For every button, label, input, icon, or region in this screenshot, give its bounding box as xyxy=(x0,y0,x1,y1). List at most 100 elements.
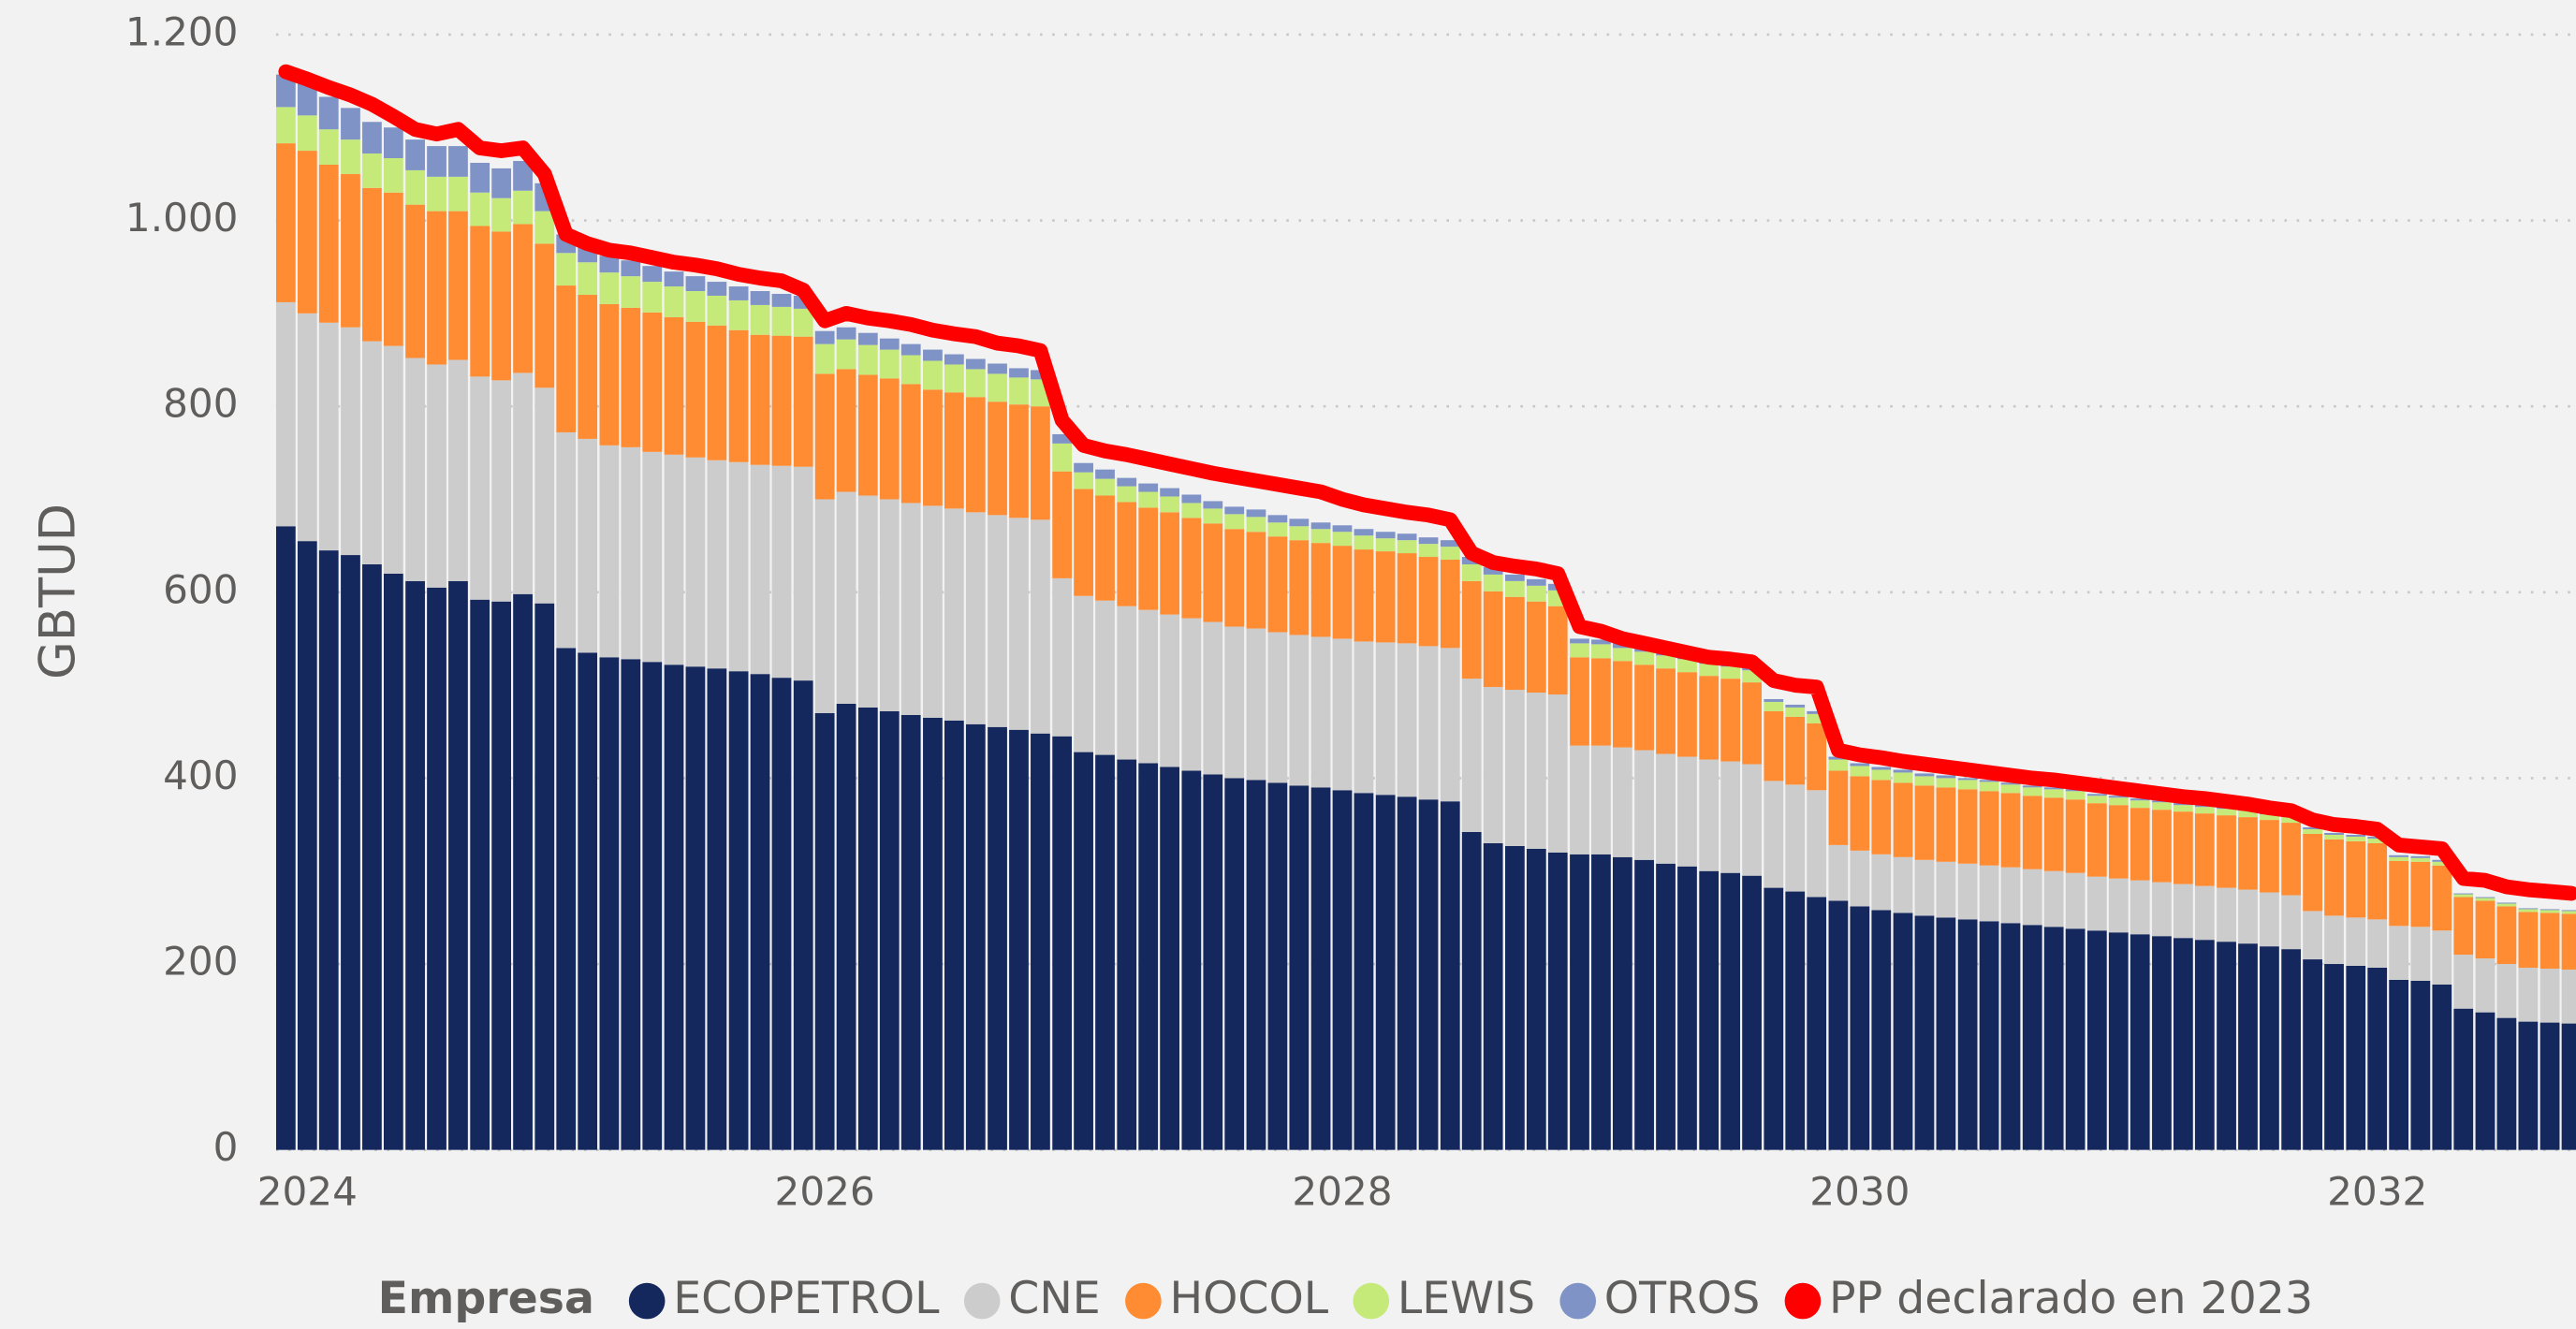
bar-segment xyxy=(1095,754,1115,1150)
bar-segment xyxy=(2000,782,2021,785)
bar-segment xyxy=(427,176,446,212)
bar-segment xyxy=(513,160,533,191)
bar-segment xyxy=(1893,856,1913,913)
bar-segment xyxy=(2410,927,2431,981)
bar-segment xyxy=(362,187,382,342)
bar-segment xyxy=(1375,795,1396,1150)
y-tick-label: 0 xyxy=(213,1124,239,1170)
bar-segment xyxy=(2410,980,2431,1150)
bar-segment xyxy=(750,304,770,335)
bar-segment xyxy=(1375,642,1396,796)
bar-segment xyxy=(1074,489,1093,596)
bar-segment xyxy=(383,192,403,346)
bar-segment xyxy=(2022,925,2042,1150)
bar-segment xyxy=(1807,790,1827,898)
bar-segment xyxy=(2086,796,2107,804)
bar-segment xyxy=(793,308,813,337)
bar-segment xyxy=(1936,861,1956,918)
bar-segment xyxy=(2346,834,2366,837)
bar-segment xyxy=(2043,787,2064,790)
bar-segment xyxy=(1807,713,1827,723)
bar-segment xyxy=(1547,694,1568,853)
bar-segment xyxy=(1267,515,1288,523)
y-axis-label: GBTUD xyxy=(30,504,87,679)
bar-segment xyxy=(1656,655,1676,669)
bar-segment xyxy=(2238,817,2258,890)
bar-segment xyxy=(1031,733,1050,1150)
bar-segment xyxy=(879,378,900,500)
bar-segment xyxy=(944,720,964,1150)
bar-segment xyxy=(1031,406,1050,520)
bar-segment xyxy=(836,339,856,370)
bar-segment xyxy=(879,338,900,350)
bar-segment xyxy=(2561,910,2576,912)
bar-segment xyxy=(944,364,964,393)
bar-segment xyxy=(2043,927,2064,1150)
bar-segment xyxy=(1203,621,1223,775)
bar-segment xyxy=(707,668,727,1150)
bar-segment xyxy=(1677,659,1697,673)
bar-segment xyxy=(1505,580,1525,597)
y-tick-label: 1.200 xyxy=(125,8,239,54)
bar-segment xyxy=(1979,781,1999,792)
bar-segment xyxy=(1203,774,1223,1150)
bar-segment xyxy=(1871,910,1892,1150)
bar-segment xyxy=(879,349,900,379)
bar-segment xyxy=(318,164,339,323)
x-tick-label: 2028 xyxy=(1292,1169,1392,1215)
bar-segment xyxy=(2000,784,2021,794)
bar-segment xyxy=(1224,529,1245,627)
bar-segment xyxy=(491,197,512,232)
bar-segment xyxy=(2194,813,2215,886)
bar-segment xyxy=(470,226,490,377)
bar-segment xyxy=(405,139,425,170)
bar-segment xyxy=(2086,803,2107,877)
bar-segment xyxy=(664,286,684,317)
bar-segment xyxy=(470,162,490,193)
bar-segment xyxy=(1332,638,1353,791)
bar-segment xyxy=(2174,884,2193,939)
bar-segment xyxy=(448,146,468,177)
bar-segment xyxy=(2453,897,2474,956)
bar-segment xyxy=(1375,551,1396,643)
bar-segment xyxy=(2518,909,2539,913)
bar-segment xyxy=(1418,544,1439,558)
bar-segment xyxy=(2539,909,2560,911)
bar-segment xyxy=(1483,566,1503,575)
bar-segment xyxy=(621,276,641,308)
bar-segment xyxy=(341,108,360,140)
bar-segment xyxy=(771,335,792,466)
bar-segment xyxy=(814,499,835,713)
bar-segment xyxy=(1009,404,1029,518)
bar-segment xyxy=(2152,936,2172,1150)
bar-segment xyxy=(1526,585,1546,602)
bar-segment xyxy=(1289,540,1310,635)
bar-segment xyxy=(1764,701,1784,711)
bar-segment xyxy=(491,601,512,1150)
bar-segment xyxy=(1547,606,1568,695)
bar-segment xyxy=(341,555,360,1150)
bar-segment xyxy=(383,158,403,193)
bar-segment xyxy=(1570,745,1589,854)
bar-segment xyxy=(1160,488,1180,497)
bar-segment xyxy=(2065,791,2086,800)
bar-segment xyxy=(1979,865,1999,922)
bar-segment xyxy=(2194,807,2215,814)
bar-segment xyxy=(2389,860,2409,927)
bar-segment xyxy=(470,192,490,226)
bar-segment xyxy=(1526,601,1546,694)
bar-segment xyxy=(707,325,727,460)
bar-segment xyxy=(923,505,943,718)
bar-segment xyxy=(1009,377,1029,405)
bar-segment xyxy=(1483,574,1503,591)
bar-segment xyxy=(297,313,317,542)
bar-segment xyxy=(534,243,555,388)
bar-segment xyxy=(2260,814,2279,821)
bar-segment xyxy=(2432,984,2452,1150)
bar-segment xyxy=(1052,577,1073,737)
bar-segment xyxy=(275,143,296,302)
bar-segment xyxy=(448,176,468,212)
bar-segment xyxy=(685,321,706,458)
bar-segment xyxy=(1117,477,1137,487)
